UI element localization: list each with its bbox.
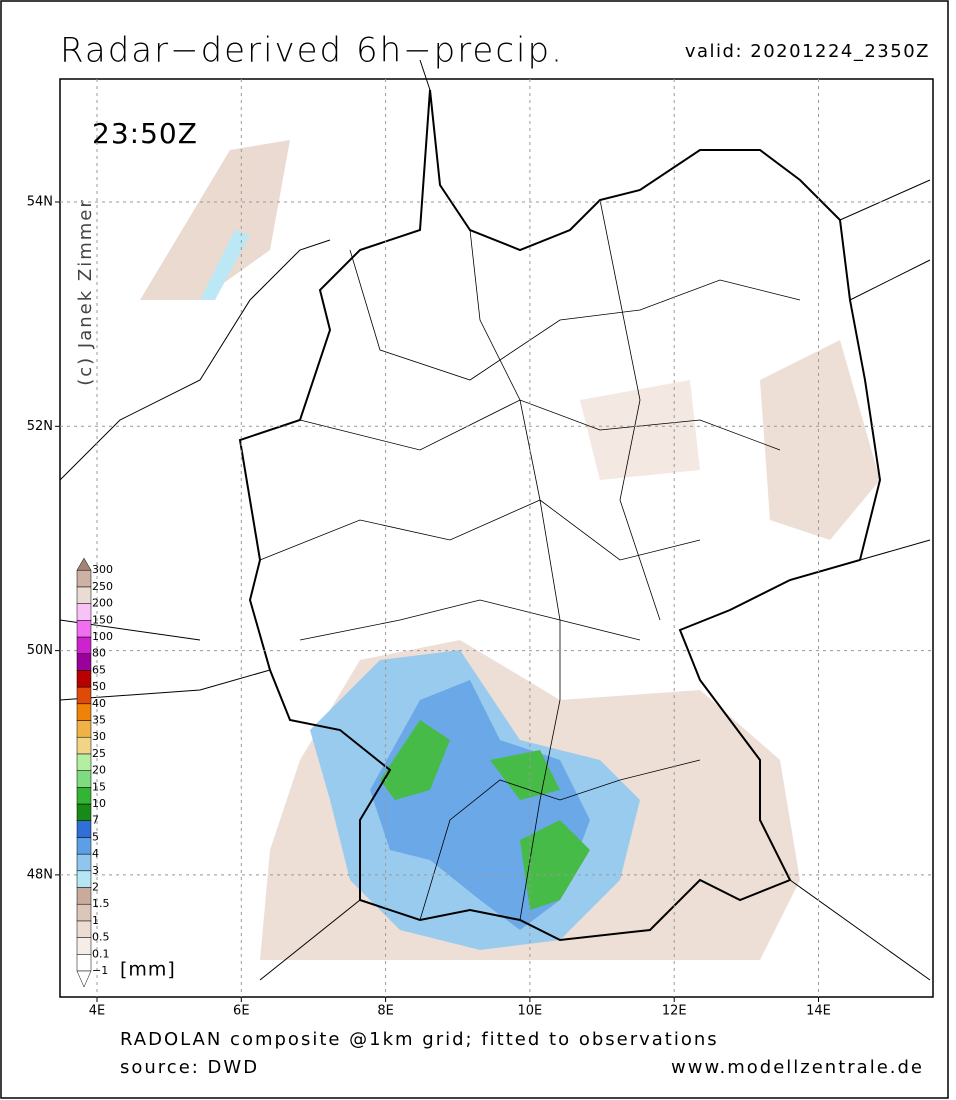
legend-level-label: 2 xyxy=(92,881,99,894)
legend-level-label: 100 xyxy=(92,630,113,643)
legend-swatch xyxy=(76,620,92,638)
legend-swatch xyxy=(76,837,92,855)
legend-level-label: 1.5 xyxy=(92,897,110,910)
legend-level-label: 150 xyxy=(92,613,113,626)
lon-tick-label: 4E xyxy=(89,1004,106,1019)
neighbour-borders xyxy=(59,59,931,981)
valid-time: valid: 20201224_2350Z xyxy=(685,41,930,62)
legend-swatch xyxy=(76,820,92,838)
legend-swatch xyxy=(76,920,92,938)
legend-level-label: 1 xyxy=(92,914,99,927)
legend-level-label: 40 xyxy=(92,697,106,710)
legend-level-label: 10 xyxy=(92,797,106,810)
legend-level-label: 300 xyxy=(92,563,113,576)
lon-tick-label: 8E xyxy=(377,1004,394,1019)
legend-swatch xyxy=(76,887,92,905)
legend-level-label: 3 xyxy=(92,864,99,877)
state-borders xyxy=(259,199,801,921)
legend-swatch xyxy=(76,853,92,872)
legend-swatch xyxy=(76,736,92,755)
legend-swatch xyxy=(76,903,92,922)
lat-tick-label: 50N xyxy=(27,643,53,658)
legend-swatch xyxy=(76,937,92,955)
legend-swatch xyxy=(76,603,92,621)
footer-line: RADOLAN composite @1km grid; fitted to o… xyxy=(120,1029,719,1050)
legend-level-label: 200 xyxy=(92,597,113,610)
footer-website: www.modellzentrale.de xyxy=(671,1057,924,1078)
legend-level-label: 80 xyxy=(92,647,106,660)
lat-tick-label: 52N xyxy=(27,419,53,434)
map-area xyxy=(59,59,934,998)
footer-source: source: DWD xyxy=(120,1057,259,1078)
lon-tick-label: 14E xyxy=(806,1004,831,1019)
legend-swatch xyxy=(76,787,92,805)
lon-tick-label: 10E xyxy=(518,1004,543,1019)
lat-tick-label: 48N xyxy=(27,867,53,882)
legend-level-label: 20 xyxy=(92,764,106,777)
map-frame xyxy=(59,78,934,998)
lon-tick-label: 6E xyxy=(233,1004,250,1019)
legend-swatch xyxy=(76,686,92,705)
legend-swatch xyxy=(76,720,92,738)
legend-level-label: 5 xyxy=(92,830,99,843)
legend-level-label: 50 xyxy=(92,680,106,693)
legend-arrow-bottom xyxy=(76,970,92,988)
country-border xyxy=(238,89,882,942)
legend-swatch xyxy=(76,703,92,721)
legend-swatch xyxy=(76,586,92,604)
legend-swatch xyxy=(76,636,92,654)
legend-swatch xyxy=(76,753,92,771)
legend-unit: [mm] xyxy=(120,959,176,981)
legend-level-label: 65 xyxy=(92,663,106,676)
legend-level-label: 0.1 xyxy=(92,947,110,960)
legend-level-label: 250 xyxy=(92,580,113,593)
legend-swatch xyxy=(76,653,92,671)
legend-level-label: 4 xyxy=(92,847,99,860)
legend-swatch xyxy=(76,803,92,821)
legend-level-label: 15 xyxy=(92,780,106,793)
time-label: 23:50Z xyxy=(92,117,198,150)
legend-swatch xyxy=(76,870,92,888)
legend-level-label: 25 xyxy=(92,747,106,760)
lon-tick-label: 12E xyxy=(662,1004,687,1019)
legend-swatch xyxy=(76,770,92,788)
legend-swatch xyxy=(76,954,92,972)
legend-arrow-top xyxy=(76,557,92,571)
legend-level-label: 30 xyxy=(92,730,106,743)
lat-tick-label: 54N xyxy=(27,195,53,210)
legend-swatch xyxy=(76,670,92,688)
title: Radar−derived 6h−precip. xyxy=(60,31,564,71)
legend-level-label: 7 xyxy=(92,814,99,827)
copyright: (c) Janek Zimmer xyxy=(75,198,96,386)
legend-level-label: 35 xyxy=(92,714,106,727)
legend-swatch xyxy=(76,569,92,588)
legend-level-label: −1 xyxy=(92,964,108,977)
legend-level-label: 0.5 xyxy=(92,931,110,944)
